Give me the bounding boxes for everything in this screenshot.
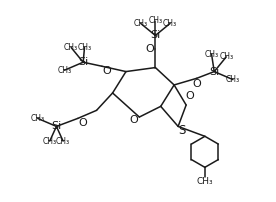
Text: O: O bbox=[192, 79, 201, 89]
Text: O: O bbox=[103, 66, 112, 76]
Text: Si: Si bbox=[78, 57, 88, 67]
Text: Si: Si bbox=[209, 67, 219, 77]
Text: CH₃: CH₃ bbox=[163, 19, 177, 28]
Text: CH₃: CH₃ bbox=[134, 19, 148, 28]
Text: CH₃: CH₃ bbox=[64, 43, 78, 52]
Text: CH₃: CH₃ bbox=[78, 43, 92, 52]
Text: Si: Si bbox=[150, 31, 161, 40]
Text: CH₃: CH₃ bbox=[205, 50, 219, 59]
Text: CH₃: CH₃ bbox=[197, 177, 213, 186]
Text: O: O bbox=[145, 44, 154, 54]
Text: O: O bbox=[130, 115, 138, 125]
Text: CH₃: CH₃ bbox=[43, 137, 57, 146]
Text: O: O bbox=[186, 91, 195, 101]
Text: CH₃: CH₃ bbox=[219, 52, 233, 61]
Text: Si: Si bbox=[51, 121, 62, 132]
Text: CH₃: CH₃ bbox=[31, 114, 45, 123]
Text: CH₃: CH₃ bbox=[226, 75, 240, 84]
Text: CH₃: CH₃ bbox=[148, 16, 163, 25]
Text: CH₃: CH₃ bbox=[56, 137, 70, 146]
Text: CH₃: CH₃ bbox=[57, 66, 71, 75]
Text: O: O bbox=[78, 118, 87, 128]
Text: S: S bbox=[179, 124, 186, 137]
